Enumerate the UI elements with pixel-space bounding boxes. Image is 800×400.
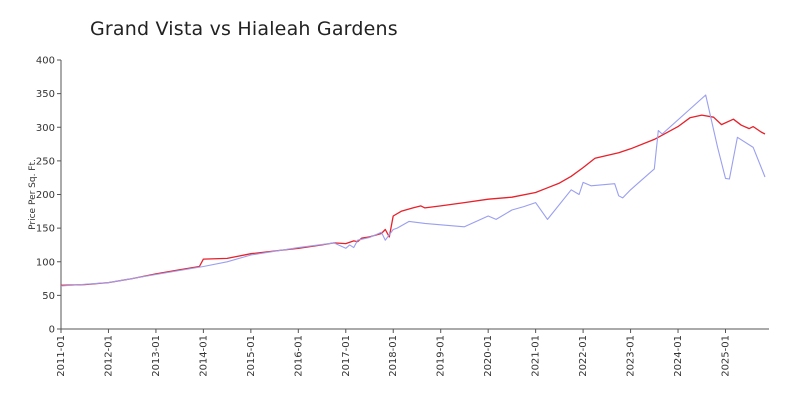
series-line-2	[60, 94, 766, 287]
x-tick-label: 2021-01	[531, 335, 542, 377]
x-tick-label: 2020-01	[483, 335, 494, 377]
series-line-1	[60, 114, 766, 286]
x-tick-label: 2015-01	[246, 335, 257, 377]
y-tick-label: 150	[36, 224, 55, 235]
x-tick-label: 2012-01	[103, 335, 114, 377]
y-tick-label: 0	[49, 325, 55, 336]
x-tick-label: 2025-01	[720, 335, 731, 377]
x-tick-label: 2013-01	[151, 335, 162, 377]
x-tick-label: 2023-01	[626, 335, 637, 377]
x-tick-label: 2019-01	[436, 335, 447, 377]
x-tick-label: 2024-01	[673, 335, 684, 377]
y-axis-label: Price Per Sq. Ft.	[28, 159, 38, 230]
x-tick-label: 2011-01	[56, 335, 67, 377]
x-tick-label: 2016-01	[293, 335, 304, 377]
y-tick-label: 300	[36, 123, 55, 134]
y-ticks: 0 50 100 150 200 250 300 350 400	[36, 56, 61, 336]
x-tick-label: 2018-01	[388, 335, 399, 377]
y-tick-label: 100	[36, 257, 55, 268]
x-ticks: 2011-01 2012-01 2013-01 2014-01 2015-01 2016-…	[56, 329, 731, 377]
y-tick-label: 250	[36, 156, 55, 167]
y-tick-label: 400	[36, 56, 55, 67]
x-tick-label: 2014-01	[198, 335, 209, 377]
y-tick-label: 50	[42, 291, 55, 302]
y-tick-label: 350	[36, 89, 55, 100]
y-tick-label: 200	[36, 190, 55, 201]
x-tick-label: 2022-01	[578, 335, 589, 377]
x-tick-label: 2017-01	[341, 335, 352, 377]
chart-title: Grand Vista vs Hialeah Gardens	[90, 18, 398, 40]
chart-axes	[60, 60, 769, 330]
series-group	[60, 94, 766, 287]
